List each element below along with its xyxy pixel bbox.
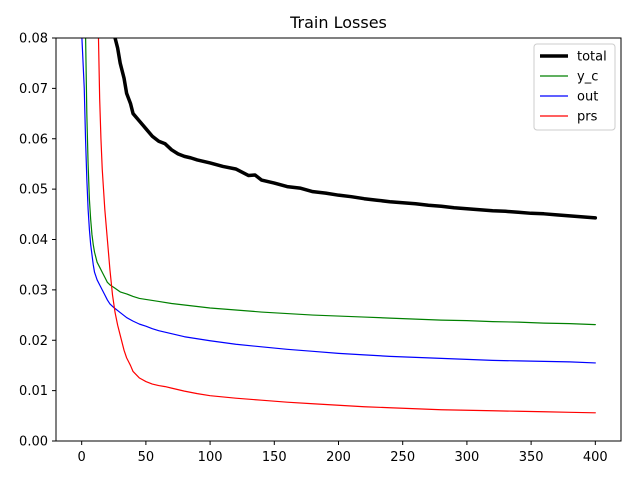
x-tick-label: 150: [262, 450, 287, 465]
y-tick-label: 0.00: [19, 435, 48, 450]
x-tick-label: 100: [198, 450, 223, 465]
series-group: [81, 38, 598, 414]
legend-label: out: [577, 90, 598, 105]
x-axis: 0 50 100 150 200 250 300 350 400: [78, 441, 608, 465]
x-tick-label: 350: [519, 450, 544, 465]
y-tick-label: 0.02: [19, 334, 48, 349]
y-tick-label: 0.03: [19, 283, 48, 298]
y-tick-label: 0.07: [19, 82, 48, 97]
x-tick-label: 400: [583, 450, 608, 465]
legend-label: y_c: [577, 70, 598, 85]
chart-title: Train Losses: [289, 13, 387, 32]
legend-label: total: [577, 50, 607, 65]
y-tick-label: 0.08: [19, 32, 48, 47]
x-tick-label: 200: [326, 450, 351, 465]
x-tick-label: 50: [138, 450, 155, 465]
series-line-prs: [97, 38, 596, 414]
series-line-y-c: [85, 38, 596, 326]
legend-box: [533, 43, 616, 131]
y-axis: 0.00 0.01 0.02 0.03 0.04 0.05 0.06 0.07 0.08: [19, 32, 56, 450]
x-tick-label: 300: [454, 450, 479, 465]
series-line-total: [113, 38, 598, 220]
x-tick-label: 0: [78, 450, 86, 465]
y-tick-label: 0.05: [19, 183, 48, 198]
y-tick-label: 0.06: [19, 132, 48, 147]
y-tick-label: 0.01: [19, 384, 48, 399]
y-tick-label: 0.04: [19, 233, 48, 248]
series-line-out: [81, 38, 596, 364]
legend-label: prs: [577, 110, 598, 125]
x-tick-label: 250: [390, 450, 415, 465]
